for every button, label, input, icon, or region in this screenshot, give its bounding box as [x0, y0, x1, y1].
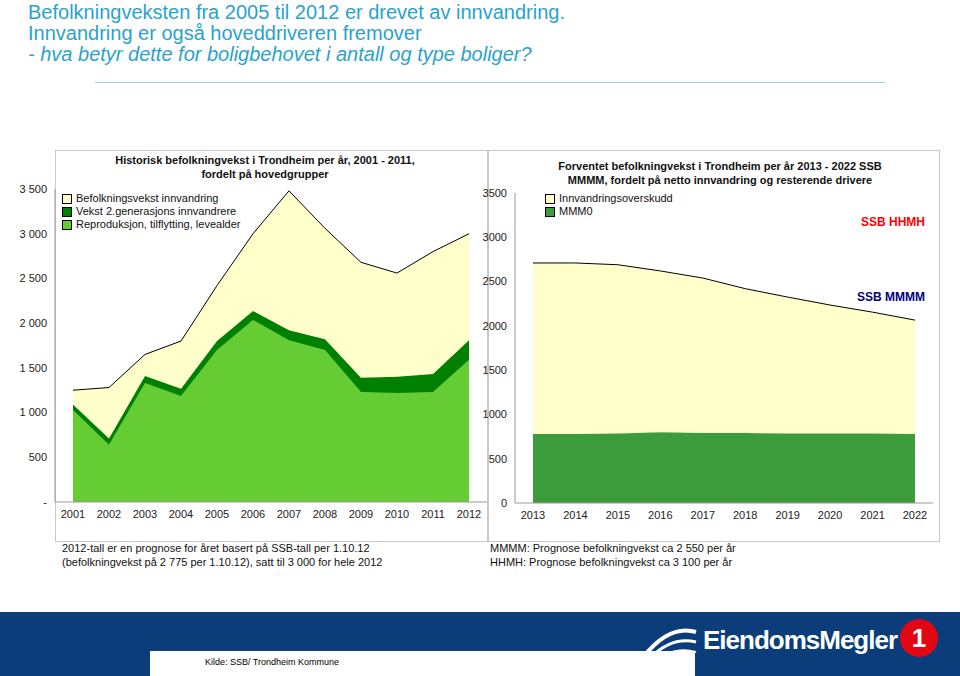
html-text:Befolkningveksten fra 2005 til: Befolkningveksten fra 2005 til 2012 er d… [28, 1, 565, 23]
html-text:SSB MMMM: SSB MMMM [857, 290, 925, 304]
svg-text:2007: 2007 [277, 508, 301, 520]
svg-text:2005: 2005 [205, 508, 229, 520]
svg-text:1 000: 1 000 [19, 406, 47, 418]
svg-text:1000: 1000 [483, 408, 507, 420]
html-text:Innvandring er også hoveddrive: Innvandring er også hoveddriveren fremov… [28, 22, 422, 44]
svg-text:2010: 2010 [385, 508, 409, 520]
svg-text:0: 0 [501, 497, 507, 509]
html-text:1: 1 [911, 622, 927, 653]
svg-text:2021: 2021 [860, 509, 884, 521]
html-text:EiendomsMegler: EiendomsMegler [703, 625, 898, 655]
svg-text:2 000: 2 000 [19, 317, 47, 329]
svg-text:2013: 2013 [521, 509, 545, 521]
html-text:Kilde: SSB/ Trondheim Kommune: Kilde: SSB/ Trondheim Kommune [205, 657, 340, 667]
html-text:Innvandringsoverskudd: Innvandringsoverskudd [559, 192, 673, 204]
svg-text:2500: 2500 [483, 275, 507, 287]
svg-text:2019: 2019 [775, 509, 799, 521]
html-text:SSB HHMH: SSB HHMH [861, 215, 925, 229]
svg-text:2022: 2022 [903, 509, 927, 521]
svg-text:2011: 2011 [421, 508, 445, 520]
svg-text:2009: 2009 [349, 508, 373, 520]
svg-text:2 500: 2 500 [19, 272, 47, 284]
svg-text:3500: 3500 [483, 187, 507, 199]
svg-text:2006: 2006 [241, 508, 265, 520]
svg-text:3 000: 3 000 [19, 228, 47, 240]
html-text:MMMM: Prognose befolkningvekst: MMMM: Prognose befolkningvekst ca 2 550 … [490, 542, 736, 554]
html-text:HHMH: Prognose befolkningvekst: HHMH: Prognose befolkningvekst ca 3 100 … [490, 556, 733, 568]
html-text:MMM0: MMM0 [559, 205, 593, 217]
svg-text:2014: 2014 [563, 509, 587, 521]
html-text:Reproduksjon, tilflytting, lev: Reproduksjon, tilflytting, levealder [76, 218, 241, 230]
svg-text:500: 500 [489, 453, 507, 465]
svg-text:-: - [43, 496, 47, 508]
svg-text:500: 500 [29, 451, 47, 463]
html-text:- hva betyr dette for boligbeh: - hva betyr dette for boligbehovet i ant… [28, 43, 532, 65]
svg-text:2018: 2018 [733, 509, 757, 521]
html-text:Befolkningsvekst innvandring: Befolkningsvekst innvandring [76, 192, 219, 204]
svg-text:2001: 2001 [61, 508, 85, 520]
svg-text:1500: 1500 [483, 364, 507, 376]
html-text:fordelt på hovedgrupper: fordelt på hovedgrupper [201, 168, 329, 180]
svg-text:2000: 2000 [483, 320, 507, 332]
svg-text:3000: 3000 [483, 231, 507, 243]
svg-text:2020: 2020 [818, 509, 842, 521]
svg-text:2017: 2017 [691, 509, 715, 521]
svg-text:2002: 2002 [97, 508, 121, 520]
html-text:2012-tall er en prognose for å: 2012-tall er en prognose for året basert… [62, 542, 370, 554]
svg-text:2015: 2015 [606, 509, 630, 521]
html-text:(befolkningvekst på 2 775 per: (befolkningvekst på 2 775 per 1.10.12), … [62, 556, 383, 568]
html-text:MMMM, fordelt på netto innvand: MMMM, fordelt på netto innvandring og re… [567, 174, 873, 186]
svg-text:2004: 2004 [169, 508, 193, 520]
svg-text:2016: 2016 [648, 509, 672, 521]
svg-text:3 500: 3 500 [19, 183, 47, 195]
svg-text:2012: 2012 [457, 508, 481, 520]
html-text:Forventet befolkningvekst i Tr: Forventet befolkningvekst i Trondheim pe… [558, 160, 882, 172]
svg-text:2008: 2008 [313, 508, 337, 520]
svg-text:1 500: 1 500 [19, 362, 47, 374]
html-text:Historisk befolkningvekst i Tr: Historisk befolkningvekst i Trondheim pe… [115, 154, 415, 166]
html-text:Vekst 2.generasjons innvandrer: Vekst 2.generasjons innvandrere [76, 205, 237, 217]
svg-text:2003: 2003 [133, 508, 157, 520]
